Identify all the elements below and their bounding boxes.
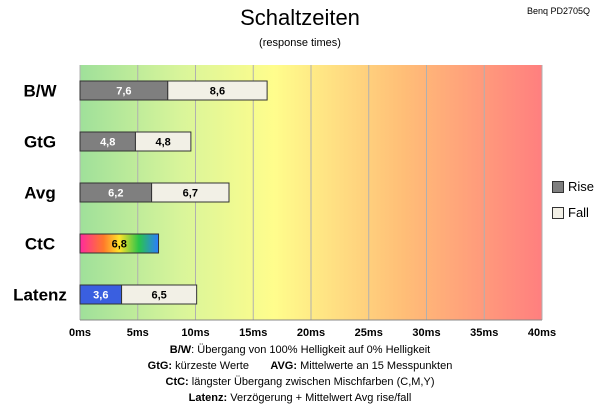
footer-gtg-label: GtG: [147, 360, 173, 372]
product-name: Benq PD2705Q [526, 6, 590, 16]
legend-fall-swatch [552, 206, 564, 219]
legend-fall-label: Fall [568, 205, 589, 220]
footer-ctc-label: CtC: [165, 376, 189, 388]
response-time-chart: 7,6 8,6 4,8 4,8 6,2 6,7 6,8 3,6 6,5 B/W GtG Avg CtC… [13, 65, 556, 339]
category-label: CtC [25, 235, 55, 254]
footer-ctc-text: längster Übergang zwischen Mischfarben (… [188, 376, 435, 388]
footer-line-ctc: CtC: längster Übergang zwischen Mischfar… [0, 374, 600, 390]
x-tick-label: 5ms [127, 327, 149, 339]
footer-latenz-label: Latenz: [188, 392, 228, 404]
bar-value-label: 8,6 [210, 86, 225, 98]
bar-value-label: 4,8 [156, 137, 171, 149]
category-label: Avg [24, 184, 56, 203]
bar-value-label: 7,6 [116, 86, 131, 98]
x-tick-label: 20ms [297, 327, 325, 339]
footer-line-bw: B/W: Übergang von 100% Helligkeit auf 0%… [0, 342, 600, 358]
bar-ctc [79, 233, 160, 254]
bar-value-label: 6,8 [112, 239, 127, 251]
footer-gtg-text: kürzeste Werte [172, 360, 249, 372]
bar-value-label: 6,7 [183, 188, 198, 200]
x-tick-label: 30ms [412, 327, 440, 339]
bar-value-label: 6,2 [108, 188, 123, 200]
x-tick-label: 10ms [181, 327, 209, 339]
legend-rise: Rise [552, 179, 594, 194]
bar-value-label: 4,8 [100, 137, 115, 149]
bar-fall [167, 80, 268, 101]
legend-rise-label: Rise [568, 179, 595, 194]
footer-bw-label: B/W [169, 344, 192, 356]
footer-latenz-text: Verzögerung + Mittelwert Avg rise/fall [227, 392, 412, 404]
bar-fall [134, 131, 192, 152]
bar-value-label: 6,5 [151, 290, 166, 302]
category-label: B/W [23, 82, 57, 101]
x-tick-label: 15ms [239, 327, 267, 339]
category-label: GtG [24, 133, 56, 152]
x-tick-label: 40ms [528, 327, 556, 339]
footer-avg-label: AVG: [270, 360, 298, 372]
chart-subtitle: (response times) [259, 37, 341, 49]
footer-line-gtg: GtG: kürzeste Werte AVG: Mittelwerte an … [0, 358, 600, 374]
x-tick-label: 35ms [470, 327, 498, 339]
footer-bw-text: : Übergang von 100% Helligkeit auf 0% He… [191, 344, 431, 356]
footer-avg-text: Mittelwerte an 15 Messpunkten [297, 360, 453, 372]
bar-fall [151, 182, 230, 203]
bar-fall [121, 284, 198, 305]
bar-value-label: 3,6 [93, 290, 108, 302]
legend-rise-swatch [552, 180, 564, 193]
legend-fall: Fall [552, 205, 589, 220]
footer-line-latenz: Latenz: Verzögerung + Mittelwert Avg ris… [0, 390, 600, 406]
x-tick-label: 25ms [355, 327, 383, 339]
chart-title: Schaltzeiten [240, 5, 360, 30]
category-label: Latenz [13, 286, 67, 305]
x-tick-label: 0ms [69, 327, 91, 339]
